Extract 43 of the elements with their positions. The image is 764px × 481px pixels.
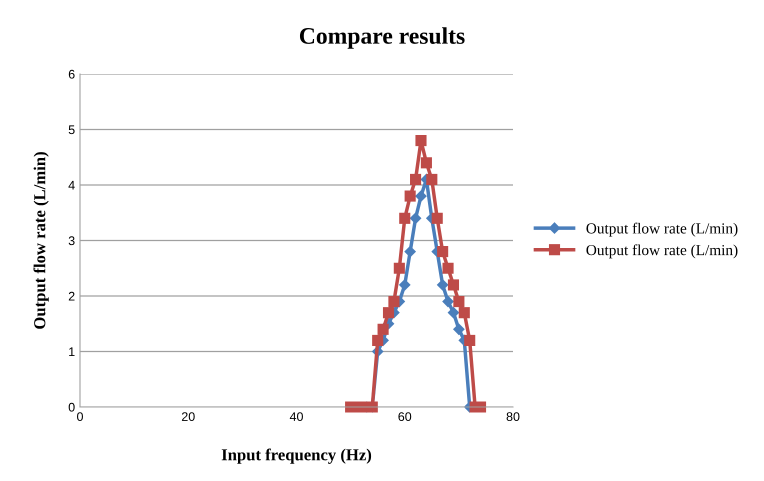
point [437,279,448,291]
legend-label: Output flow rate (L/min) [586,244,738,258]
point [453,324,464,335]
point [388,296,400,308]
point [404,246,416,258]
point [426,174,438,186]
point [420,157,432,168]
point [399,279,410,291]
point [464,334,476,346]
x-axis-title: Input frequency (Hz) [222,448,372,464]
point [394,262,405,274]
point [404,190,416,202]
point [432,212,443,224]
point [453,296,464,308]
point [437,246,448,258]
y-tick-label: 0 [68,402,75,412]
point [458,307,470,318]
point [442,296,454,308]
x-tick-label: 60 [398,412,412,422]
x-tick-label: 20 [182,412,195,422]
point [372,334,384,346]
point [410,212,422,224]
point [415,135,427,146]
point [442,262,454,274]
y-tick-label: 2 [68,292,75,301]
point [378,324,389,335]
y-tick-label: 5 [68,125,75,134]
x-tick-label: 40 [290,412,303,422]
legend-label: Output flow rate (L/min) [586,222,738,237]
point [448,279,460,290]
point [399,212,410,224]
y-tick-label: 4 [68,180,75,190]
point [415,190,427,202]
y-axis-title: Output flow rate (L/min) [33,152,49,329]
x-tick-label: 80 [506,412,520,422]
y-tick-label: 6 [68,70,75,79]
y-tick-label: 3 [68,236,75,246]
point [448,307,460,318]
point [382,307,394,318]
point [410,174,422,186]
y-tick-label: 1 [69,347,75,356]
chart-title: Compare results [300,27,465,49]
x-tick-label: 0 [77,412,83,422]
